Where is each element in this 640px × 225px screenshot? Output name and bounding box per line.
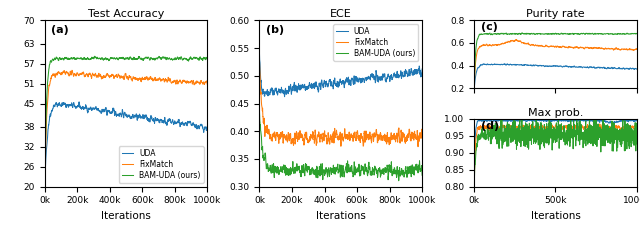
FixMatch (168, 82, 175, 84)
Text: (c): (c) (481, 22, 497, 32)
FixMatch (204, 83, 211, 86)
FixMatch (107, 74, 115, 77)
FixMatch (153, 79, 161, 81)
BAM-UDA (ours) (113, 57, 120, 60)
Text: (b): (b) (266, 25, 284, 35)
BAM-UDA (ours) (91, 55, 99, 58)
FixMatch (68, 69, 76, 72)
UDA (255, 53, 263, 56)
UDA (272, 87, 280, 89)
FixMatch (414, 145, 422, 148)
Line: BAM-UDA (ours): BAM-UDA (ours) (45, 56, 207, 188)
UDA (41, 184, 49, 187)
BAM-UDA (ours) (419, 174, 426, 177)
BAM-UDA (ours) (204, 57, 211, 60)
UDA (419, 68, 426, 70)
BAM-UDA (ours) (272, 166, 280, 168)
Title: Purity rate: Purity rate (526, 9, 585, 20)
UDA (76, 101, 83, 103)
BAM-UDA (ours) (255, 111, 263, 113)
UDA (171, 119, 179, 122)
Line: UDA: UDA (259, 54, 422, 97)
Line: FixMatch: FixMatch (45, 70, 207, 184)
UDA (328, 82, 335, 85)
BAM-UDA (ours) (321, 169, 329, 172)
UDA (281, 95, 289, 98)
BAM-UDA (ours) (395, 179, 403, 182)
UDA (107, 111, 115, 114)
FixMatch (171, 79, 179, 82)
FixMatch (255, 61, 263, 63)
FixMatch (385, 143, 393, 146)
X-axis label: Iterations: Iterations (531, 211, 580, 221)
UDA (168, 121, 175, 124)
Legend: UDA, FixMatch, BAM-UDA (ours): UDA, FixMatch, BAM-UDA (ours) (333, 24, 419, 61)
UDA (204, 125, 211, 128)
FixMatch (321, 135, 329, 138)
X-axis label: Iterations: Iterations (101, 211, 151, 221)
BAM-UDA (ours) (41, 187, 49, 189)
BAM-UDA (ours) (327, 170, 335, 173)
BAM-UDA (ours) (171, 58, 179, 61)
Line: BAM-UDA (ours): BAM-UDA (ours) (259, 112, 422, 181)
X-axis label: Iterations: Iterations (316, 211, 365, 221)
BAM-UDA (ours) (107, 57, 115, 59)
BAM-UDA (ours) (153, 57, 161, 60)
BAM-UDA (ours) (58, 57, 65, 60)
UDA (113, 114, 120, 117)
Title: ECE: ECE (330, 9, 351, 20)
FixMatch (419, 132, 426, 135)
FixMatch (41, 183, 49, 186)
FixMatch (113, 75, 120, 77)
BAM-UDA (ours) (383, 170, 390, 173)
UDA (383, 78, 390, 81)
Line: UDA: UDA (45, 102, 207, 185)
Text: (d): (d) (481, 121, 499, 131)
FixMatch (383, 140, 390, 143)
Text: (a): (a) (51, 25, 69, 35)
BAM-UDA (ours) (168, 57, 175, 60)
FixMatch (272, 135, 280, 138)
Legend: UDA, FixMatch, BAM-UDA (ours): UDA, FixMatch, BAM-UDA (ours) (118, 146, 204, 183)
BAM-UDA (ours) (367, 171, 375, 174)
FixMatch (367, 139, 375, 142)
FixMatch (58, 72, 65, 74)
UDA (321, 85, 329, 88)
UDA (58, 105, 65, 108)
UDA (385, 76, 393, 79)
UDA (153, 118, 161, 121)
Line: FixMatch: FixMatch (259, 62, 422, 147)
FixMatch (327, 137, 335, 140)
UDA (367, 73, 375, 76)
Title: Max prob.: Max prob. (528, 108, 583, 118)
BAM-UDA (ours) (385, 163, 393, 166)
Title: Test Accuracy: Test Accuracy (88, 9, 164, 20)
